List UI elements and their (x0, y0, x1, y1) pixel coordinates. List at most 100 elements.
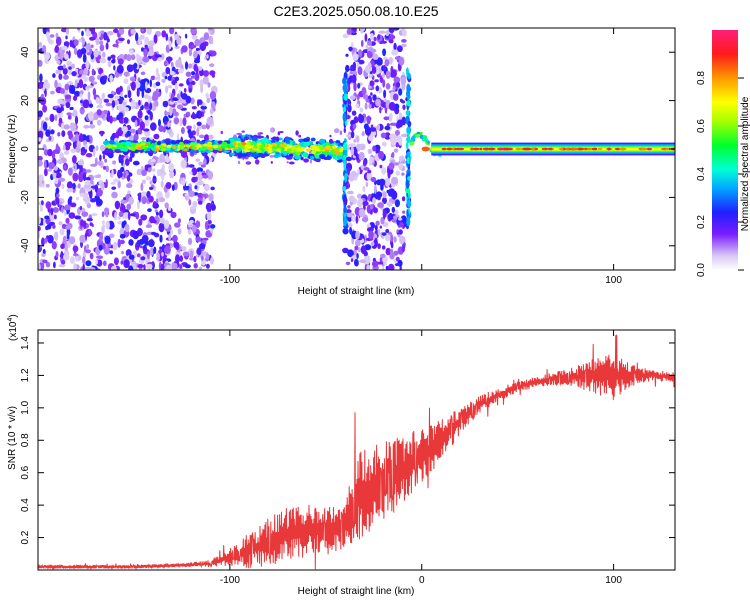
noise-blob (357, 59, 365, 65)
band-blob (275, 136, 280, 142)
noise-blob (47, 148, 53, 157)
noise-blob (155, 67, 159, 76)
noise-blob (74, 90, 81, 97)
spike-blob (407, 120, 412, 128)
noise-blob (42, 259, 48, 264)
y-tick-label: 1.2 (20, 368, 31, 382)
noise-blob (389, 122, 396, 126)
noise-blob (174, 76, 180, 82)
noise-blob (71, 71, 77, 77)
noise-blob (391, 49, 399, 56)
noise-blob (150, 247, 154, 256)
band-blob (262, 137, 269, 143)
noise-blob (83, 124, 90, 129)
y-tick-label: -40 (20, 238, 31, 253)
noise-blob (158, 119, 161, 127)
noise-blob (179, 117, 183, 127)
noise-blob (209, 70, 216, 76)
noise-blob (349, 68, 357, 72)
noise-blob (367, 148, 373, 154)
noise-blob (161, 30, 167, 38)
spike-blob (342, 194, 347, 204)
noise-blob (78, 79, 84, 89)
noise-blob (150, 122, 157, 131)
noise-blob (198, 161, 204, 166)
noise-blob (353, 139, 357, 143)
noise-blob (123, 71, 130, 77)
noise-blob (145, 224, 153, 229)
noise-blob (382, 196, 387, 205)
noise-blob (356, 193, 363, 199)
band-peak (265, 144, 269, 148)
noise-blob (394, 263, 400, 267)
noise-blob (392, 93, 399, 101)
noise-blob (388, 101, 396, 111)
noise-blob (58, 221, 63, 226)
band-peak (202, 143, 209, 147)
noise-blob (90, 198, 97, 203)
noise-blob (95, 37, 100, 46)
noise-blob (393, 148, 399, 153)
noise-blob (124, 223, 130, 233)
noise-blob (89, 36, 95, 41)
noise-blob (193, 59, 201, 64)
noise-blob (382, 141, 387, 147)
noise-blob (103, 31, 108, 41)
noise-blob (110, 181, 116, 185)
noise-blob (175, 59, 182, 68)
noise-blob (88, 111, 94, 121)
noise-blob (190, 44, 197, 49)
band-blob (241, 153, 248, 157)
noise-blob (83, 67, 89, 76)
noise-blob (86, 203, 92, 209)
band-blob (290, 146, 297, 150)
noise-blob (187, 229, 192, 235)
y-tick-label: 0.6 (20, 465, 31, 479)
noise-blob (146, 263, 153, 270)
noise-blob (44, 237, 48, 244)
noise-blob (57, 132, 61, 137)
noise-blob (85, 260, 92, 267)
noise-blob (65, 28, 70, 35)
snr-y-multiplier-base: (x10 (8, 321, 19, 341)
noise-blob (64, 143, 71, 151)
noise-blob (375, 220, 380, 226)
noise-blob (55, 251, 59, 258)
noise-blob (385, 70, 391, 80)
bright-line-peak (490, 147, 494, 151)
noise-blob (382, 79, 386, 88)
noise-blob (369, 127, 377, 132)
noise-blob (168, 40, 172, 50)
band-peak (311, 145, 318, 150)
noise-blob (373, 36, 377, 42)
noise-blob (385, 29, 390, 37)
band-blob (292, 141, 296, 146)
noise-blob (160, 180, 164, 188)
noise-blob (349, 173, 355, 182)
band-blob (332, 156, 337, 160)
snr-frame (37, 329, 676, 571)
band-blob (190, 143, 195, 147)
noise-blob (45, 117, 49, 121)
bright-line-peak (646, 147, 653, 151)
noise-blob (381, 73, 385, 78)
snr-series-line (38, 334, 675, 570)
noise-blob (368, 73, 373, 79)
noise-blob (156, 191, 163, 200)
noise-blob (191, 106, 197, 110)
noise-blob (393, 215, 398, 220)
bright-line-peak (570, 147, 579, 151)
spectrogram-y-axis: -40 -20 0 20 40 (20, 46, 675, 253)
band-peak (172, 145, 177, 150)
noise-blob (163, 245, 171, 254)
noise-blob (352, 53, 359, 61)
band-peak (179, 145, 184, 150)
noise-blob (357, 82, 361, 89)
band-peak (320, 146, 324, 151)
noise-blob (197, 171, 203, 181)
band-blob (106, 144, 113, 149)
noise-blob (98, 244, 103, 251)
noise-blob (79, 165, 83, 173)
noise-blob (402, 104, 406, 110)
noise-blob (388, 34, 396, 40)
